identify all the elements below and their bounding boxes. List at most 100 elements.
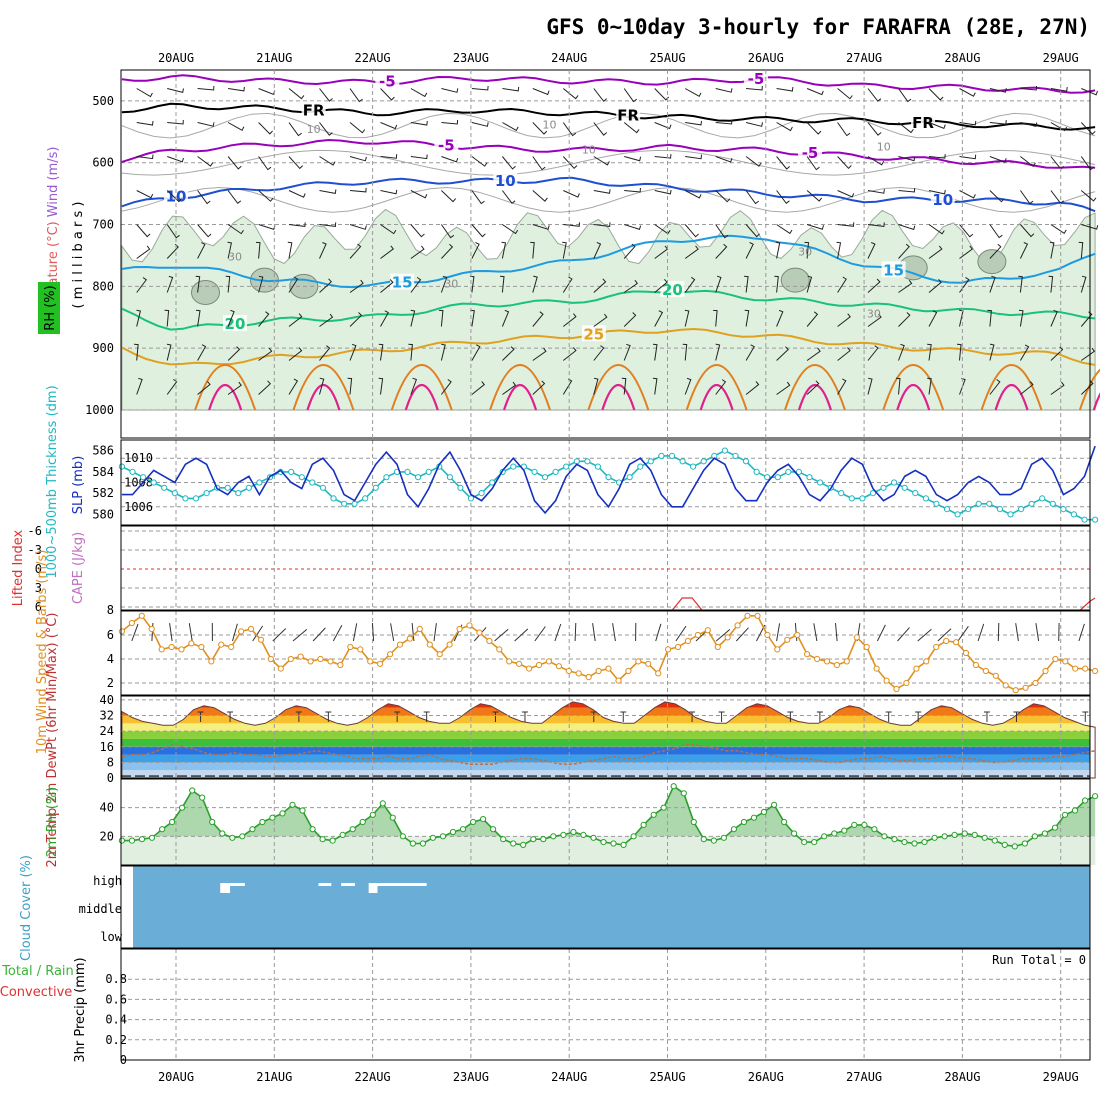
rh2m-point [239, 833, 246, 840]
wind10-point [1042, 667, 1049, 675]
slp-frame [120, 439, 1091, 526]
cape-tick: 8 [107, 603, 114, 617]
wind-barb [898, 243, 910, 259]
wind-barb [136, 88, 153, 98]
rh2m-point [570, 828, 577, 836]
wind-barb [837, 313, 851, 327]
wind-barb [258, 224, 276, 231]
wind-barb [806, 380, 820, 395]
wind-barb [347, 377, 353, 395]
wind10-point [575, 670, 582, 677]
rh2m-point [690, 818, 697, 826]
wind-barb [287, 241, 293, 259]
wind10-point [138, 612, 145, 619]
rh2m-point [1031, 833, 1039, 840]
rh2m-point [891, 836, 898, 843]
wind-barb [867, 242, 876, 259]
wind-barb [1050, 346, 1064, 361]
ua-ylabel-rh: RH (%) [43, 285, 58, 330]
wind-barb [898, 279, 913, 293]
wind10-point [823, 658, 831, 665]
thickness-point [637, 463, 644, 470]
wind-barb [928, 278, 942, 293]
wind-barb [195, 275, 201, 293]
rh2m-point [229, 834, 236, 841]
isotherm-label-bg [301, 101, 326, 118]
precip-legend-total: Total / Rain [1, 964, 74, 979]
rh2m-point [349, 826, 356, 833]
wind-barb [1020, 224, 1035, 238]
wind-barb [989, 156, 1007, 163]
wind10-point [1092, 667, 1099, 675]
rh2m-point [449, 828, 457, 836]
wind-barb [532, 311, 544, 327]
wind-barb [410, 377, 418, 395]
wind10-point [128, 619, 135, 627]
isotherm-label-bg [743, 70, 768, 87]
rh2m-point [179, 804, 186, 811]
wind-barb [227, 224, 244, 235]
rh-frame [120, 778, 1091, 866]
wind-barb [1081, 347, 1096, 361]
wind-barb [1019, 344, 1030, 361]
wind10-point [923, 658, 930, 665]
wind10-point [565, 667, 572, 675]
wind10-barb [612, 623, 616, 642]
x-bottom-tick: 27AUG [846, 1070, 882, 1084]
wind10-point [982, 667, 990, 675]
wind-barb [898, 156, 916, 162]
wind-barb [745, 242, 754, 259]
rh2m-point [1001, 841, 1008, 849]
thickness-point [224, 484, 231, 491]
wind-barb [440, 224, 455, 239]
wind10-point [307, 658, 314, 665]
wind-barb [806, 311, 819, 327]
cloud-gap [318, 883, 332, 886]
thickness-point [785, 468, 792, 475]
rh-contour-line [121, 112, 1096, 139]
wind10-line [121, 614, 1096, 692]
ua-y-tick: 900 [92, 341, 114, 355]
ua-y-tick: 700 [92, 218, 114, 232]
precip-legend-conv: Convective [0, 985, 72, 1000]
wind-barb [227, 190, 242, 205]
rh2m-point [480, 816, 487, 823]
wind-barb [258, 88, 276, 96]
wind-barb [958, 309, 964, 327]
wind-barb [593, 241, 602, 259]
rh2m-point [399, 833, 406, 840]
wind10-point [426, 641, 433, 648]
wind-barb [1080, 122, 1096, 135]
wind-barb [136, 154, 154, 160]
ua-y-tick: 500 [92, 94, 114, 108]
wind-barb [562, 156, 578, 170]
wind-barb [440, 275, 448, 293]
wind-barb [927, 343, 932, 361]
rh2m-point [520, 841, 527, 849]
rh2m-point [951, 831, 958, 839]
wind-barb [989, 88, 1007, 93]
wind10-point [555, 663, 563, 670]
rh-contour-label: 10 [877, 140, 891, 153]
rh2m-point [1021, 840, 1029, 847]
wind10-barb [232, 623, 238, 642]
wind-barb [197, 344, 207, 361]
wind-barb [502, 224, 519, 235]
wind-barb [166, 275, 174, 293]
rh2m-point [610, 840, 617, 847]
x-bottom-tick: 25AUG [649, 1070, 685, 1084]
thickness-point [901, 484, 908, 491]
thickness-point [732, 452, 739, 459]
wind-barb [1080, 275, 1087, 293]
wind10-point [168, 643, 175, 651]
wind-barb [806, 88, 824, 96]
stab-frame [120, 525, 1091, 611]
wind10-barb [574, 622, 577, 642]
wind10-point [595, 667, 602, 675]
thickness-point [848, 495, 855, 502]
wind-barb [684, 88, 702, 97]
cloud-gap [220, 883, 231, 893]
wind-barb [227, 309, 235, 327]
wind-barb [349, 312, 363, 327]
wind-barb [288, 222, 306, 227]
